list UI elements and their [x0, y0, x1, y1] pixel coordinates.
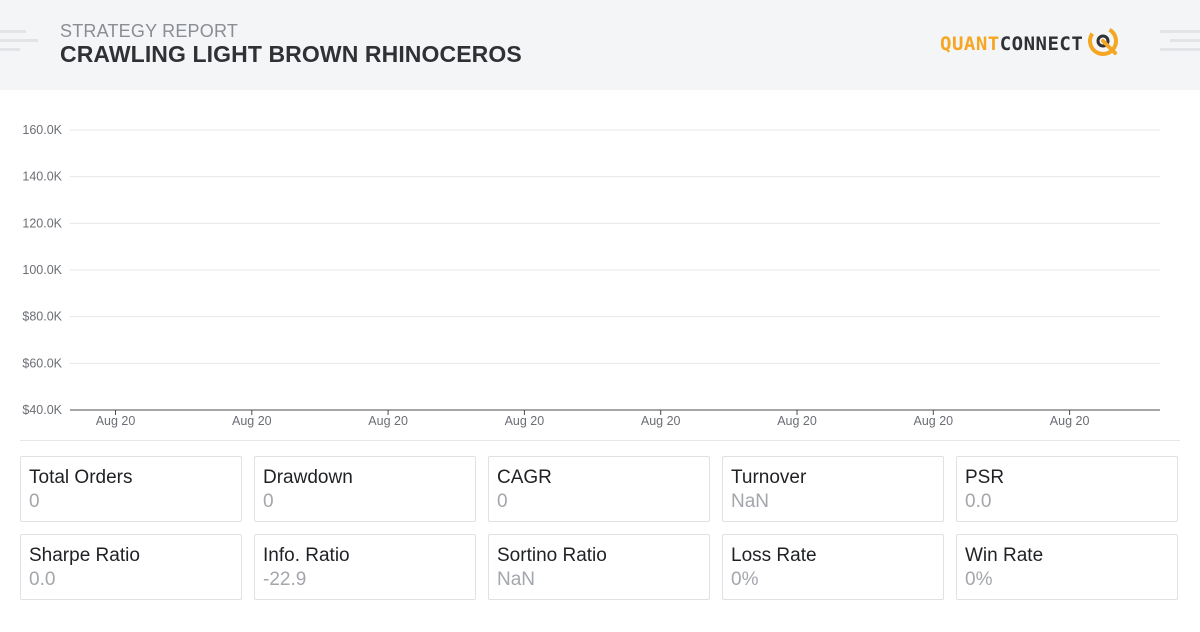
stat-card-sortino-ratio: Sortino Ratio NaN: [488, 534, 710, 600]
stat-value: NaN: [731, 491, 770, 512]
stat-card-turnover: Turnover NaN: [722, 456, 944, 522]
x-tick-label: Aug 20: [913, 414, 953, 428]
logo-mark-icon: [1088, 26, 1119, 56]
stat-label: Loss Rate: [731, 545, 817, 566]
equity-chart: 160.0K 140.0K 120.0K 100.0K $80.0K $60.0K $40.…: [22, 123, 1160, 428]
stat-label: Sortino Ratio: [497, 545, 607, 566]
y-tick-label: 100.0K: [22, 263, 62, 277]
stat-value: 0.0: [29, 569, 56, 590]
x-tick-label: Aug 20: [505, 414, 545, 428]
header-decoration-left: [0, 30, 38, 57]
stat-value: NaN: [497, 569, 536, 590]
stat-label: CAGR: [497, 467, 552, 488]
stat-label: Info. Ratio: [263, 545, 350, 566]
stat-value: 0.0: [965, 491, 992, 512]
x-tick-label: Aug 20: [777, 414, 817, 428]
x-tick-label: Aug 20: [1050, 414, 1090, 428]
y-tick-label: 160.0K: [22, 123, 62, 137]
stat-value: 0: [497, 491, 508, 512]
stat-label: PSR: [965, 467, 1005, 488]
stat-label: Drawdown: [263, 467, 353, 488]
stat-label: Win Rate: [965, 545, 1044, 566]
stat-card-loss-rate: Loss Rate 0%: [722, 534, 944, 600]
stat-card-info-ratio: Info. Ratio -22.9: [254, 534, 476, 600]
stat-card-psr: PSR 0.0: [956, 456, 1178, 522]
stat-value: 0%: [731, 569, 759, 590]
stat-label: Total Orders: [29, 467, 133, 488]
report-header: STRATEGY REPORT CRAWLING LIGHT BROWN RHI…: [0, 0, 1200, 90]
stat-label: Sharpe Ratio: [29, 545, 140, 566]
y-tick-label: 140.0K: [22, 170, 62, 184]
y-tick-label: $60.0K: [22, 356, 62, 370]
header-decoration-right: [1160, 30, 1200, 57]
y-tick-label: $80.0K: [22, 310, 62, 324]
x-tick-label: Aug 20: [232, 414, 272, 428]
logo-connect-text: CONNECT: [999, 33, 1084, 55]
x-tick-label: Aug 20: [96, 414, 136, 428]
stat-value: 0: [29, 491, 40, 512]
stat-label: Turnover: [731, 467, 807, 488]
stat-card-total-orders: Total Orders 0: [20, 456, 242, 522]
quantconnect-logo: QUANT CONNECT: [940, 24, 1121, 64]
stat-card-win-rate: Win Rate 0%: [956, 534, 1178, 600]
section-divider: [20, 440, 1180, 441]
x-tick-label: Aug 20: [368, 414, 408, 428]
stat-card-drawdown: Drawdown 0: [254, 456, 476, 522]
report-title: CRAWLING LIGHT BROWN RHINOCEROS: [60, 41, 522, 67]
stat-value: -22.9: [263, 569, 307, 590]
report-subtitle: STRATEGY REPORT: [60, 21, 239, 41]
stat-card-sharpe-ratio: Sharpe Ratio 0.0: [20, 534, 242, 600]
x-tick-label: Aug 20: [641, 414, 681, 428]
stat-value: 0: [263, 491, 274, 512]
logo-quant-text: QUANT: [940, 33, 1000, 55]
stat-value: 0%: [965, 569, 993, 590]
y-tick-label: 120.0K: [22, 216, 62, 230]
y-tick-label: $40.0K: [22, 403, 62, 417]
stat-card-cagr: CAGR 0: [488, 456, 710, 522]
